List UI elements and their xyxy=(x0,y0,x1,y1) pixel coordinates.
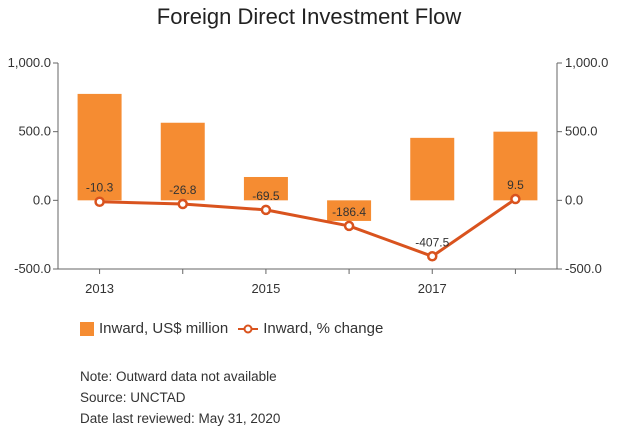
chart-plot: 1,000.0 500.0 0.0 -500.0 1,000.0 500.0 0.0 -500… xyxy=(8,55,609,296)
legend-line-label: Inward, % change xyxy=(263,320,384,337)
data-label-pct-change: 9.5 xyxy=(507,178,524,192)
bar-inward-usd xyxy=(493,131,538,201)
line-point-inward-pct-change xyxy=(177,198,188,210)
bars-layer xyxy=(77,93,538,221)
bar-inward-usd xyxy=(243,176,288,201)
left-axis-tick-label: 500.0 xyxy=(18,124,51,139)
line-point-inward-pct-change xyxy=(510,193,521,205)
left-axis-tick-label: -500.0 xyxy=(14,261,51,276)
legend-item-bar[interactable]: Inward, US$ million xyxy=(80,320,228,337)
legend: Inward, US$ million Inward, % change xyxy=(80,320,393,337)
legend-bar-swatch xyxy=(80,321,94,336)
bar-inward-usd xyxy=(327,200,372,221)
line-layer xyxy=(94,193,521,262)
bar-inward-usd xyxy=(410,137,455,201)
data-label-pct-change: -10.3 xyxy=(86,181,114,195)
left-axis-tick-label: 0.0 xyxy=(33,192,51,207)
line-point-inward-pct-change xyxy=(94,196,105,207)
chart-title: Foreign Direct Investment Flow xyxy=(156,4,462,29)
data-label-pct-change: -26.8 xyxy=(169,183,197,197)
x-axis-tick-label: 2015 xyxy=(251,281,280,296)
right-axis-tick-label: 500.0 xyxy=(565,124,598,139)
right-axis-tick-label: 1,000.0 xyxy=(565,55,608,70)
right-axis-tick-label: 0.0 xyxy=(565,192,583,207)
reviewed-text: Date last reviewed: May 31, 2020 xyxy=(80,411,281,426)
labels-layer: -10.3 -26.8 -69.5 -186.4 -407.5 9.5 xyxy=(86,178,524,249)
line-inward-pct-change xyxy=(99,197,517,258)
legend-bar-label: Inward, US$ million xyxy=(99,320,229,337)
right-axis-tick-label: -500.0 xyxy=(565,261,602,276)
x-axis-tick-label: 2017 xyxy=(418,281,447,296)
bar-inward-usd xyxy=(77,93,122,201)
bar-inward-usd xyxy=(160,122,205,201)
line-point-inward-pct-change xyxy=(427,251,438,262)
line-point-inward-pct-change xyxy=(260,204,272,216)
data-label-pct-change: -186.4 xyxy=(332,205,366,219)
legend-line-swatch xyxy=(238,324,259,333)
source-text: Source: UNCTAD xyxy=(80,390,186,405)
axes-layer: 1,000.0 500.0 0.0 -500.0 1,000.0 500.0 0.0 -500… xyxy=(8,55,609,296)
chart-notes: Note: Outward data not available Source:… xyxy=(80,366,280,429)
data-label-pct-change: -407.5 xyxy=(415,235,449,249)
left-axis-tick-label: 1,000.0 xyxy=(8,55,51,70)
legend-item-line[interactable]: Inward, % change xyxy=(238,320,383,337)
line-point-inward-pct-change xyxy=(343,220,355,232)
data-label-pct-change: -69.5 xyxy=(252,189,280,203)
x-axis-tick-label: 2013 xyxy=(85,281,114,296)
note-text: Note: Outward data not available xyxy=(80,369,277,384)
